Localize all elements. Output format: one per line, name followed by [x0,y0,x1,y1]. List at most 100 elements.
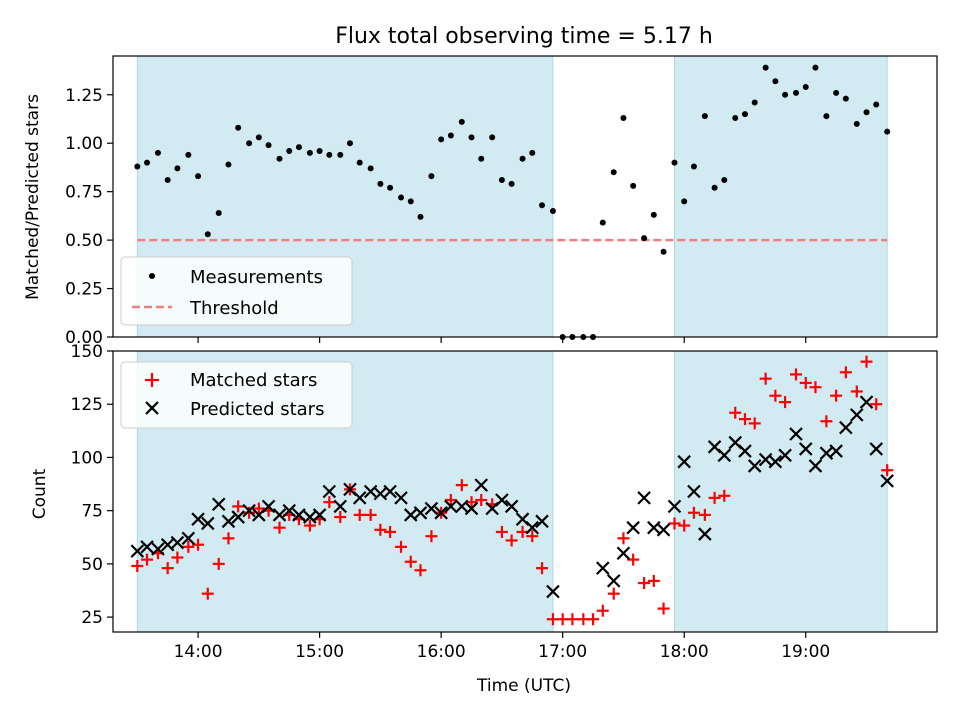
measurement-point [549,208,556,215]
measurement-point [671,159,678,166]
measurement-point [458,118,465,125]
predicted-star-point [859,395,874,409]
measurement-point [823,113,830,120]
matched-star-point [252,502,265,515]
predicted-star-point [151,542,165,556]
predicted-star-point [768,454,783,469]
measurement-point [316,147,323,154]
matched-star-point [353,508,366,521]
y-tick-label: 0.00 [65,328,103,348]
measurement-point [164,177,171,184]
measurement-point [529,149,536,156]
predicted-star-point [242,503,256,518]
measurement-point [478,155,485,162]
predicted-star-point [495,493,509,507]
matched-star-point [212,557,225,570]
x-tick-label: 18:00 [660,642,709,662]
matched-star-point [334,511,347,524]
y-tick-label: 75 [81,502,103,522]
predicted-star-point [596,561,610,575]
predicted-star-point [464,501,479,516]
top-x-ticks [197,337,807,343]
predicted-star-point [677,454,691,469]
matched-star-point [444,494,457,507]
measurement-point [346,140,353,147]
measurement-point [853,120,860,127]
y-tick-label: 1.25 [65,86,103,106]
matched-star-point [759,372,772,385]
measurement-point [812,64,819,71]
x-tick-label: 14:00 [174,642,223,662]
matched-star-point [131,560,144,573]
matched-star-point [657,602,670,615]
matched-star-point [647,574,660,587]
predicted-star-point [798,442,813,456]
measurement-point [681,198,688,205]
measurement-point [519,155,526,162]
measurement-point [468,134,475,141]
measurement-point [599,219,606,226]
predicted-star-point [656,523,671,537]
top-y-ticks: 0.00 0.25 0.50 0.75 1.00 1.25 [65,86,113,348]
predicted-star-point [829,444,843,458]
matched-star-point [566,613,579,626]
legend-threshold-label: Threshold [189,298,279,319]
y-tick-label: 0.75 [65,183,103,203]
measurement-point [134,163,141,170]
legend-measurement-marker [149,273,155,279]
top-legend: Measurements Threshold [120,256,353,326]
matched-star-point [638,577,651,590]
measurement-point [286,147,293,154]
measurement-point [306,149,313,156]
matched-star-point [192,538,205,551]
matched-star-point [748,417,761,430]
matched-star-point [809,381,822,394]
measurement-point [701,113,708,120]
matched-star-point [414,564,427,577]
bottom-legend: Matched stars Predicted stars [120,361,353,429]
measurement-point [417,213,424,220]
measurement-point [356,159,363,166]
matched-star-point [870,398,883,411]
predicted-star-point [637,491,651,505]
matched-star-point [830,389,843,402]
matched-star-point [607,587,620,600]
y-tick-label: 150 [71,342,103,362]
predicted-star-point [434,506,448,520]
measurement-point [721,177,728,184]
predicted-star-point [312,508,327,522]
measurement-point [185,151,192,158]
predicted-star-point [869,442,884,456]
matched-star-point [526,530,539,543]
predicted-star-point [474,478,489,492]
measurement-point [842,95,849,102]
matched-star-point [790,368,803,381]
predicted-star-point [880,474,894,488]
predicted-star-point [170,535,185,550]
predicted-star-point [738,444,752,458]
measurement-point [782,91,789,98]
measurement-points [134,64,891,340]
predicted-star-point [687,484,701,499]
matched-star-point [860,355,873,368]
predicted-star-point [130,544,145,558]
predicted-star-point [181,531,196,546]
matched-star-point [222,532,235,545]
predicted-star-point [424,501,439,516]
measurement-point [751,99,758,106]
measurement-point [884,128,891,135]
x-tick-label: 16:00 [417,642,466,662]
bottom-axes-frame [112,350,938,633]
count-points [130,355,894,626]
measurement-point [215,209,222,216]
measurement-point [276,155,283,162]
figure-title: Flux total observing time = 5.17 h [335,24,713,49]
y-tick-label: 0.25 [65,280,103,300]
legend-predicted-label: Predicted stars [190,399,324,420]
measurement-point [337,151,344,158]
predicted-star-point [383,484,397,499]
measurement-point [508,180,515,187]
measurement-point [225,161,232,168]
legend-matched-marker [145,373,159,387]
legend-measurements-label: Measurements [190,267,323,288]
